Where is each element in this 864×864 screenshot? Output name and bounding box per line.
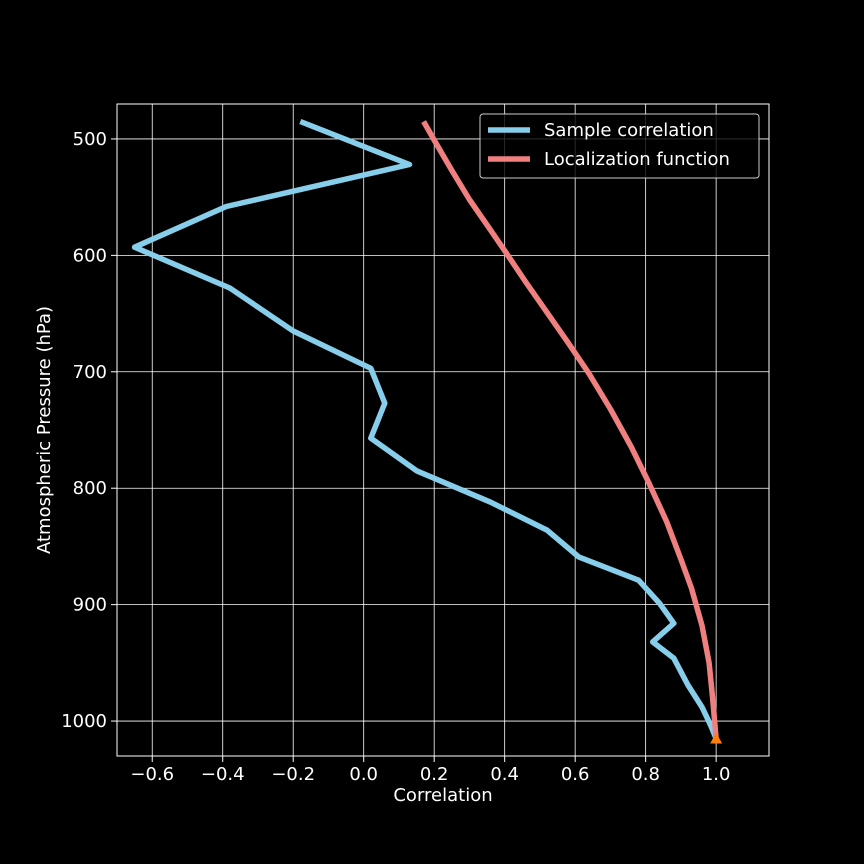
x-tick-label: −0.2: [271, 764, 315, 785]
x-tick-label: 0.4: [490, 764, 519, 785]
x-tick-label: −0.4: [201, 764, 245, 785]
x-tick-label: 1.0: [702, 764, 731, 785]
series-lines: [131, 118, 719, 740]
x-tick-label: 0.2: [420, 764, 449, 785]
x-tick-label: 0.0: [349, 764, 378, 785]
triangle-marker: [710, 732, 723, 744]
y-tick-label: 800: [73, 478, 107, 499]
x-axis-ticks: −0.6 −0.4 −0.2 0.0 0.2 0.4 0.6 0.8 1.0: [130, 756, 730, 785]
x-tick-label: −0.6: [130, 764, 174, 785]
x-tick-label: 0.6: [561, 764, 590, 785]
legend-box: [479, 113, 760, 179]
y-tick-label: 900: [73, 595, 107, 616]
legend-label: Sample correlation: [544, 120, 714, 141]
y-axis-ticks: 500 600 700 800 900 1000: [61, 129, 117, 732]
y-axis-label: Atmospheric Pressure (hPa): [34, 306, 55, 554]
legend-label: Localization function: [544, 149, 730, 170]
y-tick-label: 600: [73, 245, 107, 266]
plot-frame: [116, 103, 770, 757]
y-tick-label: 700: [73, 362, 107, 383]
y-tick-label: 500: [73, 129, 107, 150]
x-tick-label: 0.8: [631, 764, 660, 785]
series-line-localization-function: [421, 120, 719, 739]
series-line-sample-correlation: [131, 118, 719, 740]
y-tick-label: 1000: [61, 711, 107, 732]
legend: Sample correlation Localization function: [479, 113, 760, 179]
x-axis-label: Correlation: [393, 785, 492, 806]
marker: [710, 732, 723, 744]
